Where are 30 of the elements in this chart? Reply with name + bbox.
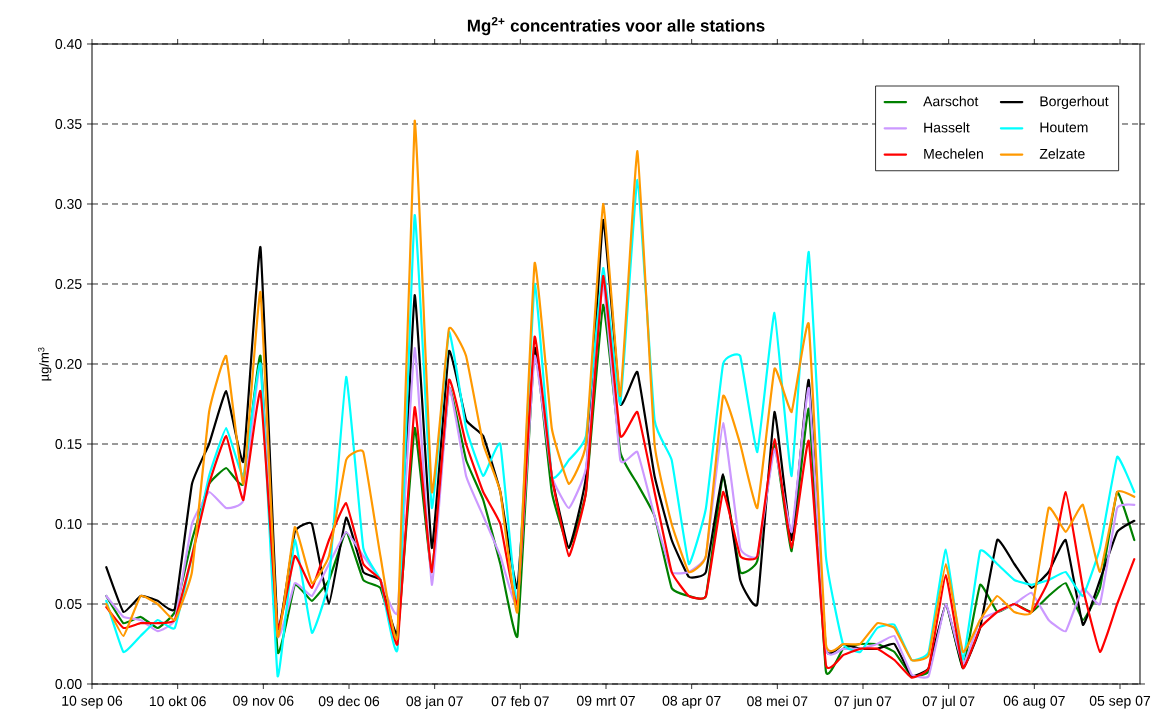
x-tick-label: 09 nov 06	[233, 695, 294, 706]
legend-label: Hasselt	[924, 122, 970, 133]
x-tick-label: 10 sep 06	[62, 695, 123, 709]
legend-label: Aarschot	[923, 96, 979, 107]
x-tick-label: 10 okt 06	[149, 695, 206, 707]
y-tick-label: 0.25	[55, 279, 82, 289]
chart-title: Mg$^{2+}$ concentraties voor alle stations	[467, 16, 765, 36]
x-tick-label: 07 jul 07	[922, 695, 975, 709]
legend-label: Houtem	[1040, 122, 1088, 133]
x-tick-label: 07 feb 07	[491, 695, 549, 707]
y-tick-label: 0.35	[55, 119, 82, 129]
legend-label: Borgerhout	[1040, 96, 1109, 110]
x-tick-label: 05 sep 07	[1089, 695, 1151, 709]
y-tick-label: 0.00	[55, 679, 82, 689]
x-tick-label: 09 mrt 07	[576, 695, 635, 706]
legend-label: Zelzate	[1039, 148, 1085, 159]
x-tick-label: 08 jan 07	[406, 695, 463, 709]
y-tick-label: 0.10	[55, 519, 82, 529]
y-tick-label: 0.15	[55, 439, 82, 449]
y-tick-label: 0.05	[55, 599, 82, 609]
x-tick-label: 08 apr 07	[662, 695, 721, 709]
y-axis-title: µg/m$^{3}$	[37, 347, 52, 381]
y-tick-label: 0.40	[55, 39, 82, 49]
x-tick-label: 09 dec 06	[318, 695, 380, 707]
x-tick-label: 08 mei 07	[747, 695, 808, 707]
legend-label: Mechelen	[924, 148, 983, 159]
x-tick-label: 07 jun 07	[834, 695, 892, 709]
x-tick-label: 06 aug 07	[1003, 695, 1065, 709]
y-tick-label: 0.30	[55, 199, 82, 209]
y-tick-label: 0.20	[55, 359, 82, 369]
